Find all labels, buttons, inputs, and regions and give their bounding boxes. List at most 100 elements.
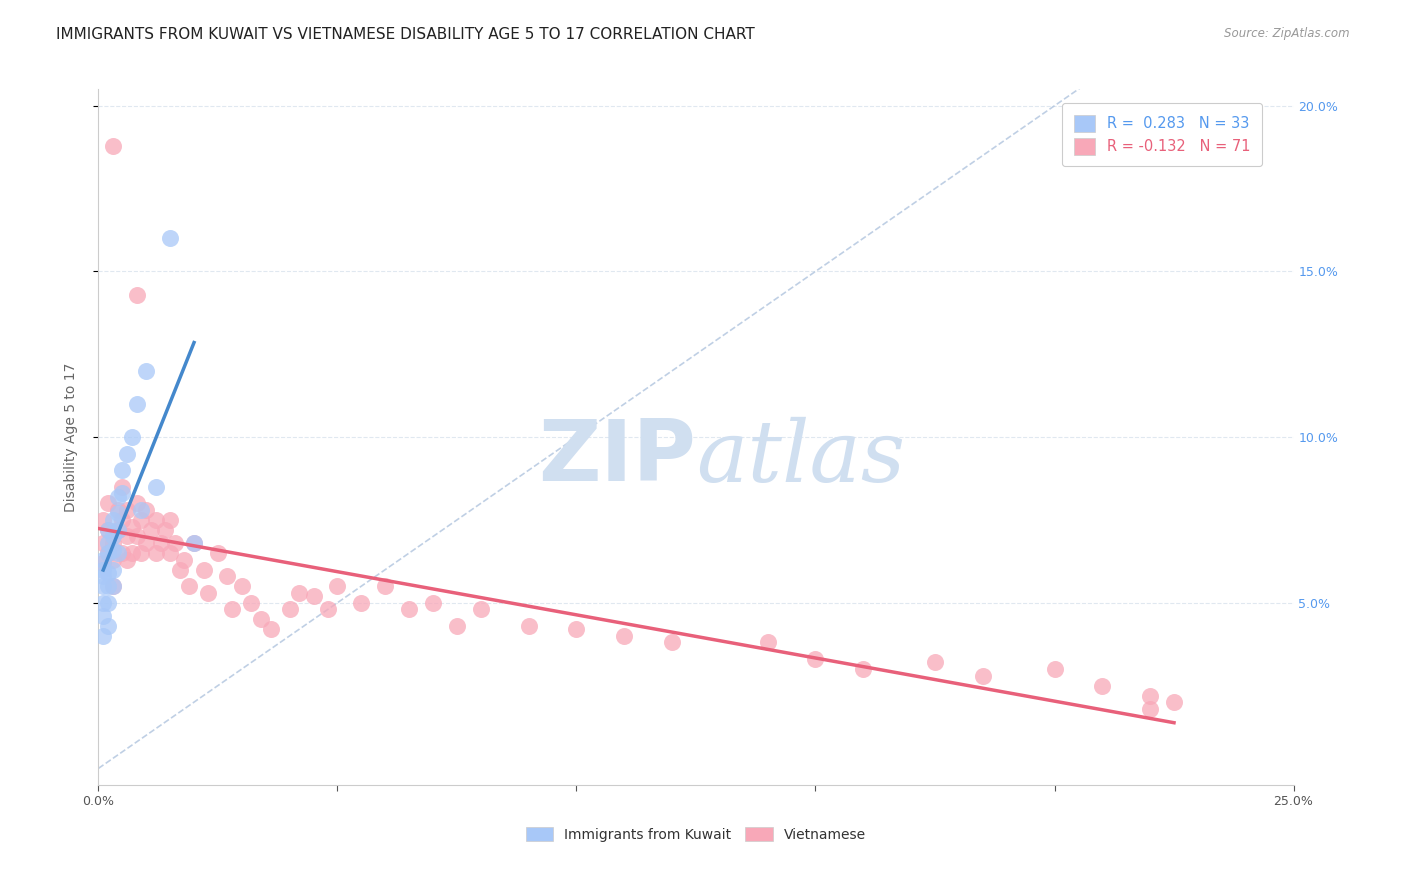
Point [97, 536, 120, 550]
Point [91, 536, 114, 550]
Point [101, 579, 124, 593]
Point [1139, 702, 1161, 716]
Point [115, 552, 138, 566]
Point [97, 619, 120, 633]
Point [231, 579, 253, 593]
Point [121, 519, 143, 533]
Point [1163, 695, 1185, 709]
Point [97, 523, 120, 537]
Point [91, 569, 114, 583]
Point [107, 506, 129, 520]
Text: Source: ZipAtlas.com: Source: ZipAtlas.com [1225, 27, 1350, 40]
Point [125, 496, 148, 510]
Point [101, 579, 124, 593]
Point [111, 463, 134, 477]
Text: ZIP: ZIP [538, 417, 696, 500]
Point [163, 536, 186, 550]
Point [145, 513, 167, 527]
Point [97, 546, 120, 560]
Point [179, 579, 201, 593]
Point [169, 563, 191, 577]
Point [107, 490, 129, 504]
Point [135, 364, 157, 378]
Point [207, 546, 229, 560]
Point [350, 596, 373, 610]
Point [756, 635, 779, 649]
Point [101, 563, 124, 577]
Point [131, 546, 153, 560]
Point [326, 579, 349, 593]
Point [316, 602, 339, 616]
Text: IMMIGRANTS FROM KUWAIT VS VIETNAMESE DISABILITY AGE 5 TO 17 CORRELATION CHART: IMMIGRANTS FROM KUWAIT VS VIETNAMESE DIS… [56, 27, 755, 42]
Point [972, 668, 994, 682]
Point [398, 602, 420, 616]
Point [111, 486, 134, 500]
Point [101, 513, 124, 527]
Point [91, 579, 114, 593]
Text: atlas: atlas [696, 417, 905, 500]
Point [121, 546, 143, 560]
Point [197, 586, 219, 600]
Point [135, 503, 157, 517]
Point [107, 546, 129, 560]
Point [91, 556, 114, 570]
Point [101, 138, 124, 153]
Point [107, 503, 129, 517]
Point [101, 542, 124, 557]
Point [374, 579, 396, 593]
Point [101, 536, 124, 550]
Point [661, 635, 683, 649]
Point [101, 552, 124, 566]
Point [302, 589, 325, 603]
Point [149, 536, 172, 550]
Point [852, 662, 875, 676]
Point [91, 609, 114, 624]
Point [183, 536, 205, 550]
Point [288, 586, 311, 600]
Point [91, 563, 114, 577]
Point [131, 513, 153, 527]
Point [97, 546, 120, 560]
Point [97, 579, 120, 593]
Point [139, 523, 162, 537]
Point [565, 622, 588, 636]
Point [193, 563, 215, 577]
Point [173, 552, 195, 566]
Point [1043, 662, 1066, 676]
Point [217, 569, 239, 583]
Point [97, 566, 120, 580]
Point [97, 596, 120, 610]
Point [155, 523, 177, 537]
Point [145, 480, 167, 494]
Point [91, 513, 114, 527]
Point [804, 652, 827, 666]
Point [422, 596, 444, 610]
Point [97, 496, 120, 510]
Point [517, 619, 540, 633]
Point [101, 529, 124, 543]
Point [159, 513, 181, 527]
Point [111, 480, 134, 494]
Point [240, 596, 263, 610]
Point [259, 622, 281, 636]
Point [221, 602, 243, 616]
Legend: Immigrants from Kuwait, Vietnamese: Immigrants from Kuwait, Vietnamese [520, 822, 872, 847]
Point [250, 612, 273, 626]
Point [125, 529, 148, 543]
Point [111, 513, 134, 527]
Point [1139, 689, 1161, 703]
Point [125, 287, 148, 301]
Y-axis label: Disability Age 5 to 17: Disability Age 5 to 17 [63, 362, 77, 512]
Point [125, 397, 148, 411]
Point [91, 596, 114, 610]
Point [470, 602, 492, 616]
Point [159, 231, 181, 245]
Point [145, 546, 167, 560]
Point [91, 552, 114, 566]
Point [115, 529, 138, 543]
Point [613, 629, 636, 643]
Point [107, 523, 129, 537]
Point [159, 546, 181, 560]
Point [121, 430, 143, 444]
Point [278, 602, 301, 616]
